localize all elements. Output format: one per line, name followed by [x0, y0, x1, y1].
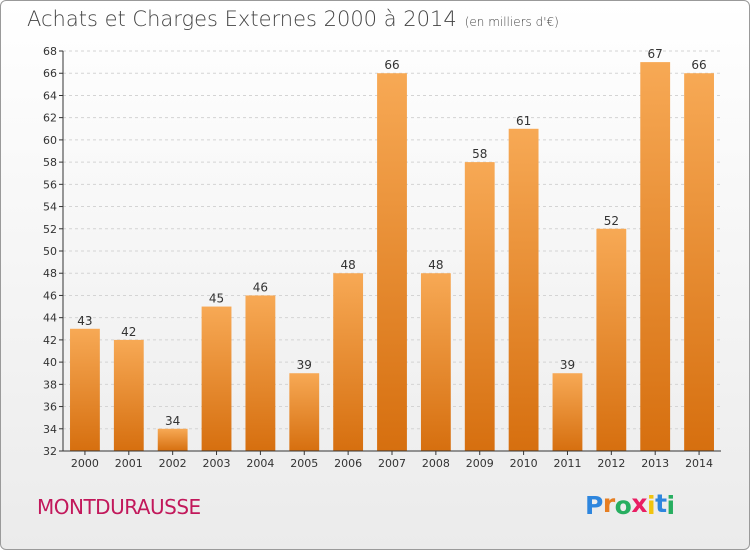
value-label: 66 [691, 58, 706, 72]
x-tick-label: 2014 [685, 457, 713, 470]
bar-2007 [377, 73, 407, 451]
x-tick-label: 2005 [290, 457, 318, 470]
y-tick-label: 62 [43, 112, 57, 125]
bar-2001 [113, 339, 144, 451]
y-tick-label: 36 [43, 401, 57, 414]
y-tick-label: 56 [43, 178, 57, 191]
value-label: 52 [604, 214, 619, 228]
x-tick-label: 2000 [71, 457, 99, 470]
logo-letter: P [585, 491, 603, 520]
x-tick-label: 2008 [422, 457, 450, 470]
y-tick-label: 42 [43, 334, 57, 347]
value-label: 61 [516, 114, 531, 128]
y-tick-label: 50 [43, 245, 57, 258]
y-tick-label: 40 [43, 356, 57, 369]
y-tick-label: 44 [43, 312, 57, 325]
logo-letter: r [602, 489, 615, 518]
y-tick-label: 68 [43, 45, 57, 58]
logo-letter: i [666, 491, 676, 520]
bar-2012 [596, 228, 627, 451]
value-label: 43 [77, 314, 92, 328]
chart-unit: (en milliers d'€) [464, 15, 559, 29]
value-label: 45 [209, 292, 224, 306]
bar-2009 [464, 162, 495, 451]
value-label: 34 [165, 414, 180, 428]
axes [59, 50, 721, 455]
bars [70, 62, 714, 451]
labels: 32 34 36 38 40 42 44 46 48 50 52 54 56 58 60 62 64 66 68 20… [43, 45, 713, 470]
bar-2004 [245, 295, 276, 451]
y-tick-label: 48 [43, 267, 57, 280]
logo-letter: o [614, 491, 632, 520]
logo-letter: i [647, 491, 656, 520]
bar-2014 [684, 73, 714, 451]
value-label: 66 [384, 58, 399, 72]
y-tick-label: 38 [43, 378, 57, 391]
x-tick-label: 2002 [159, 457, 187, 470]
y-tick-label: 32 [43, 445, 57, 458]
x-tick-label: 2010 [510, 457, 538, 470]
chart-title-text: Achats et Charges Externes 2000 à 2014 [27, 7, 457, 31]
y-tick-label: 46 [43, 289, 57, 302]
bar-2005 [289, 373, 320, 451]
town-name: MONTDURAUSSE [37, 495, 201, 519]
bar-2010 [508, 128, 539, 451]
bar-2008 [420, 273, 451, 451]
logo-letter: x [631, 489, 647, 518]
y-tick-label: 58 [43, 156, 57, 169]
value-label: 46 [253, 280, 268, 294]
chart-title: Achats et Charges Externes 2000 à 2014 (e… [27, 7, 559, 31]
value-label: 67 [648, 47, 663, 61]
y-tick-label: 54 [43, 201, 57, 214]
proxiti-logo[interactable]: Proxiti [585, 489, 676, 520]
x-tick-label: 2001 [115, 457, 143, 470]
logo-letter: t [655, 489, 667, 518]
bar-2011 [552, 373, 583, 451]
y-tick-label: 66 [43, 67, 57, 80]
value-label: 39 [560, 358, 575, 372]
bar-2002 [157, 428, 188, 451]
value-label: 48 [340, 258, 355, 272]
bar-2013 [640, 62, 671, 451]
x-tick-label: 2011 [553, 457, 581, 470]
value-label: 48 [428, 258, 443, 272]
bar-2000 [70, 328, 100, 451]
x-tick-label: 2004 [246, 457, 274, 470]
x-tick-label: 2007 [378, 457, 406, 470]
x-tick-label: 2003 [203, 457, 231, 470]
x-tick-label: 2013 [641, 457, 669, 470]
y-tick-label: 52 [43, 223, 57, 236]
y-tick-label: 64 [43, 89, 57, 102]
y-tick-label: 34 [43, 423, 57, 436]
value-label: 42 [121, 325, 136, 339]
bar-2006 [333, 273, 364, 451]
x-tick-label: 2009 [466, 457, 494, 470]
y-tick-label: 60 [43, 134, 57, 147]
x-tick-label: 2012 [597, 457, 625, 470]
value-label: 39 [297, 358, 312, 372]
value-label: 58 [472, 147, 487, 161]
bar-2003 [201, 306, 232, 451]
x-tick-label: 2006 [334, 457, 362, 470]
